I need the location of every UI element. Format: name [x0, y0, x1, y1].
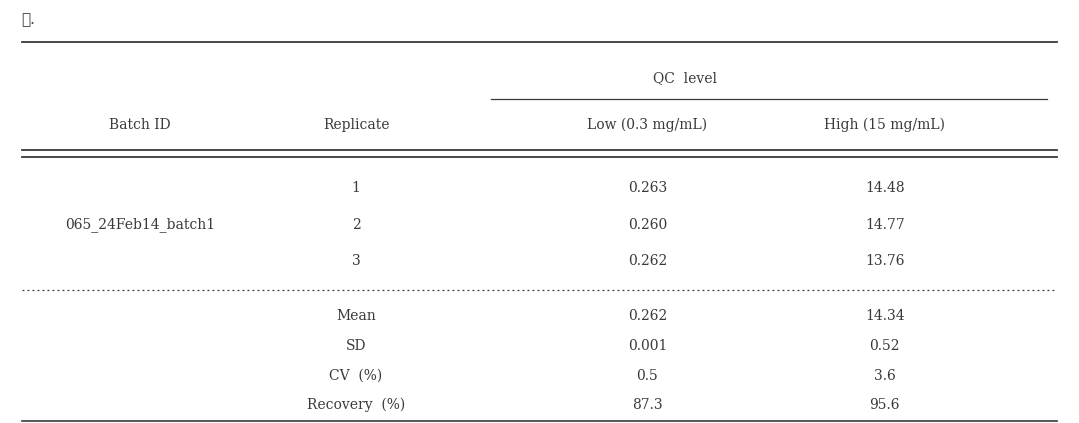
- Text: 0.52: 0.52: [870, 339, 900, 353]
- Text: 가.: 가.: [22, 13, 36, 27]
- Text: 0.001: 0.001: [628, 339, 667, 353]
- Text: 3.6: 3.6: [874, 368, 896, 383]
- Text: 1: 1: [352, 181, 360, 195]
- Text: 0.263: 0.263: [628, 181, 667, 195]
- Text: Low (0.3 mg/mL): Low (0.3 mg/mL): [587, 118, 708, 132]
- Text: QC  level: QC level: [653, 71, 718, 85]
- Text: Batch ID: Batch ID: [109, 118, 172, 132]
- Text: Mean: Mean: [337, 309, 375, 324]
- Text: CV  (%): CV (%): [329, 368, 383, 383]
- Text: 87.3: 87.3: [632, 398, 663, 412]
- Text: 14.34: 14.34: [865, 309, 904, 324]
- Text: Recovery  (%): Recovery (%): [306, 398, 406, 412]
- Text: Replicate: Replicate: [323, 118, 390, 132]
- Text: High (15 mg/mL): High (15 mg/mL): [824, 118, 945, 132]
- Text: 0.262: 0.262: [628, 254, 667, 269]
- Text: 13.76: 13.76: [865, 254, 904, 269]
- Text: 14.48: 14.48: [865, 181, 904, 195]
- Text: 2: 2: [352, 218, 360, 232]
- Text: 0.5: 0.5: [637, 368, 658, 383]
- Text: 065_24Feb14_batch1: 065_24Feb14_batch1: [65, 217, 216, 232]
- Text: 14.77: 14.77: [865, 218, 904, 232]
- Text: 0.262: 0.262: [628, 309, 667, 324]
- Text: 3: 3: [352, 254, 360, 269]
- Text: 0.260: 0.260: [628, 218, 667, 232]
- Text: SD: SD: [346, 339, 366, 353]
- Text: 95.6: 95.6: [870, 398, 900, 412]
